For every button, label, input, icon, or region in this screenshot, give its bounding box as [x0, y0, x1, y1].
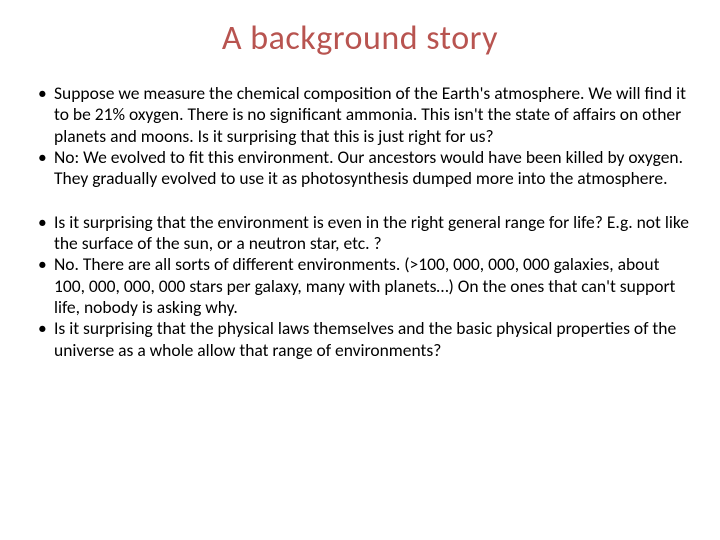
bullet-list-1: Suppose we measure the chemical composit… — [36, 83, 690, 190]
bullet-item: Is it surprising that the environment is… — [36, 212, 690, 255]
bullet-item: Is it surprising that the physical laws … — [36, 318, 690, 361]
group-spacer — [36, 190, 690, 212]
slide-title: A background story — [30, 18, 690, 59]
bullet-item: No. There are all sorts of different env… — [36, 254, 690, 318]
bullet-item: Suppose we measure the chemical composit… — [36, 83, 690, 147]
bullet-list-2: Is it surprising that the environment is… — [36, 212, 690, 361]
slide-container: A background story Suppose we measure th… — [0, 0, 720, 540]
slide-content: Suppose we measure the chemical composit… — [30, 83, 690, 361]
bullet-item: No: We evolved to fit this environment. … — [36, 147, 690, 190]
